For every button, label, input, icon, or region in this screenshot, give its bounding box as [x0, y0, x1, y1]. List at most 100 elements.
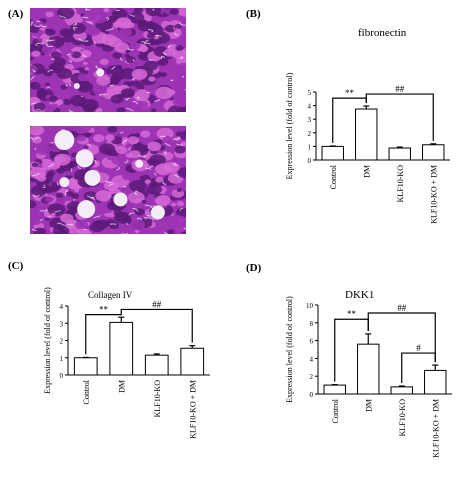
tissue-cell: [37, 29, 43, 34]
tissue-cell: [155, 195, 171, 207]
tissue-cell: [182, 48, 186, 53]
category-label: KLF10-KO: [398, 399, 407, 437]
tissue-space: [85, 8, 91, 11]
tissue-space: [134, 192, 138, 195]
lumen: [96, 68, 105, 77]
tissue-space: [33, 24, 41, 28]
tissue-space: [143, 216, 147, 220]
tissue-space: [72, 22, 78, 26]
tissue-space: [93, 41, 96, 45]
tissue-cell: [122, 137, 129, 142]
tissue-cell: [48, 95, 58, 103]
category-label: KLF10-KO + DM: [188, 380, 197, 439]
tissue-cell: [163, 48, 176, 57]
tissue-space: [105, 27, 114, 32]
tissue-cell: [74, 69, 80, 74]
tissue-space: [46, 39, 55, 42]
tissue-cell: [35, 143, 52, 155]
tissue-cell: [166, 229, 175, 234]
tissue-space: [181, 75, 185, 78]
tissue-cell: [141, 199, 147, 204]
tissue-space: [65, 189, 69, 192]
significance-bracket: [332, 97, 367, 143]
tissue-space: [148, 165, 154, 169]
category-label: Control: [329, 164, 338, 189]
tissue-space: [128, 13, 135, 17]
bar: [180, 347, 205, 376]
tissue-cell: [174, 23, 182, 29]
tissue-cell: [176, 188, 183, 192]
tissue-cell: [60, 84, 68, 90]
micrograph-diabetic-image: [30, 126, 186, 234]
category-label: Control: [331, 398, 340, 423]
tissue-cell: [70, 88, 76, 92]
tissue-cell: [84, 67, 90, 71]
tissue-cell: [47, 203, 66, 216]
tissue-space: [73, 199, 76, 201]
lumen: [77, 200, 96, 219]
tissue-cell: [146, 32, 156, 39]
tissue-cell: [71, 193, 80, 199]
y-tick-label: 10: [306, 302, 314, 310]
tissue-cell: [41, 58, 49, 64]
tissue-cell: [30, 65, 38, 74]
tissue-cell: [127, 136, 139, 145]
tissue-cell: [30, 200, 37, 209]
tissue-cell: [150, 108, 157, 112]
y-tick-label: 8: [310, 320, 314, 328]
lumen: [59, 177, 70, 188]
y-tick-label: 6: [310, 338, 314, 346]
lumen: [73, 83, 80, 89]
tissue-space: [164, 142, 171, 147]
tissue-space: [108, 183, 114, 187]
tissue-space: [48, 163, 55, 168]
bar: [321, 145, 344, 161]
tissue-space: [132, 59, 135, 62]
significance-bracket: [365, 93, 434, 141]
category-label: KLF10-KO: [153, 380, 162, 418]
tissue-cell: [37, 90, 48, 98]
tissue-cell: [160, 72, 167, 77]
tissue-cell: [140, 130, 151, 138]
bar: [323, 384, 346, 395]
tissue-cell: [133, 8, 144, 14]
tissue-cell: [148, 76, 156, 82]
tissue-space: [51, 58, 55, 60]
category-label: Control: [82, 379, 91, 404]
tissue-space: [105, 180, 112, 184]
tissue-cell: [107, 73, 113, 78]
tissue-space: [86, 143, 92, 147]
tissue-space: [179, 22, 186, 26]
tissue-cell: [105, 219, 116, 227]
tissue-cell: [169, 215, 186, 228]
tissue-space: [160, 135, 166, 138]
tissue-cell: [176, 62, 186, 75]
tissue-space: [78, 38, 85, 42]
tissue-space: [121, 139, 127, 144]
tissue-cell: [173, 126, 186, 132]
tissue-space: [155, 34, 162, 37]
tissue-cell: [74, 176, 79, 180]
tissue-space: [172, 136, 180, 140]
tissue-space: [93, 215, 101, 219]
tissue-cell: [155, 163, 172, 175]
tissue-space: [34, 147, 37, 151]
y-tick-label: 0: [310, 391, 314, 399]
tissue-cell: [87, 27, 101, 36]
chart-title: Collagen IV: [88, 290, 133, 300]
tissue-space: [33, 136, 40, 141]
tissue-cell: [76, 134, 86, 142]
significance-bracket: [401, 352, 436, 383]
tissue-space: [40, 24, 47, 27]
tissue-space: [144, 204, 153, 208]
y-tick-label: 0: [308, 157, 312, 165]
tissue-space: [99, 93, 106, 97]
tissue-space: [109, 223, 117, 225]
tissue-space: [123, 185, 127, 188]
tissue-cell: [116, 93, 125, 99]
tissue-space: [32, 228, 37, 232]
tissue-space: [32, 193, 41, 197]
tissue-cell: [169, 8, 179, 15]
tissue-space: [125, 97, 131, 101]
lumen: [75, 149, 94, 168]
